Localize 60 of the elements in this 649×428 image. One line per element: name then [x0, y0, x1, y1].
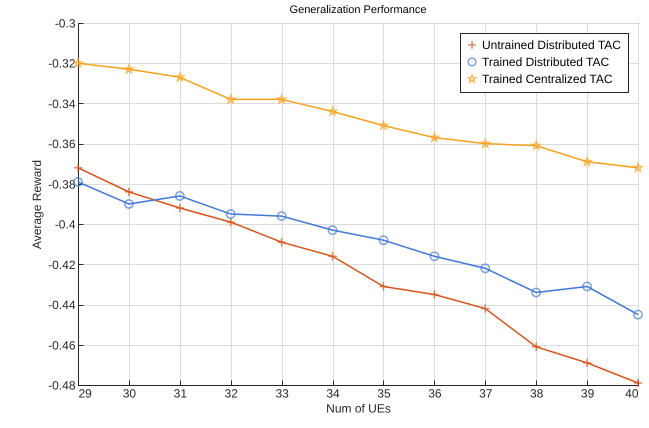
point	[582, 358, 592, 368]
point	[174, 203, 185, 213]
point	[429, 290, 440, 300]
point	[480, 263, 490, 274]
point	[124, 64, 134, 74]
y-tick-label: -0.34	[48, 96, 76, 111]
point	[633, 162, 643, 172]
point	[73, 162, 83, 173]
point	[328, 225, 338, 236]
point	[378, 235, 388, 246]
point	[582, 156, 592, 166]
point	[429, 251, 440, 262]
chart-title: Generalization Performance	[290, 4, 426, 16]
x-tick-label: 32	[224, 386, 238, 400]
point	[531, 342, 542, 352]
point	[378, 120, 388, 130]
y-tick-label: -0.46	[48, 338, 76, 352]
x-tick-label: 39	[580, 386, 595, 400]
y-tick-label: -0.42	[48, 258, 76, 272]
legend-label: Trained Centralized TAC	[482, 72, 613, 86]
point	[276, 211, 287, 221]
x-tick-label: 35	[377, 386, 391, 400]
x-tick-label: 33	[275, 386, 290, 400]
point	[124, 187, 134, 197]
y-axis-title: Average Reward	[30, 160, 44, 250]
point	[226, 217, 236, 228]
y-tick-label: -0.48	[48, 378, 76, 392]
point	[430, 132, 440, 142]
point	[582, 282, 592, 292]
point	[480, 304, 490, 314]
x-tick-label: 36	[428, 386, 442, 400]
y-tick-label: -0.32	[48, 56, 76, 71]
point	[531, 140, 541, 150]
x-tick-label: 31	[174, 386, 188, 400]
x-tick-label: 40	[625, 386, 639, 400]
y-tick-label: -0.4	[54, 218, 76, 232]
point	[531, 288, 542, 298]
y-tick-label: -0.44	[48, 298, 76, 312]
point	[226, 94, 236, 104]
x-tick-label: 38	[530, 386, 544, 400]
point	[378, 282, 388, 292]
point	[276, 237, 287, 248]
x-tick-label: 34	[326, 386, 340, 400]
x-tick-label: 37	[479, 386, 493, 400]
y-tick-label: -0.38	[48, 177, 76, 192]
point	[328, 106, 338, 116]
point	[124, 199, 134, 209]
point	[633, 310, 643, 320]
x-tick-label: 29	[78, 386, 92, 400]
x-tick-label: 30	[122, 386, 136, 400]
legend-label: Untrained Distributed TAC	[482, 38, 622, 52]
point	[276, 94, 286, 104]
y-tick-label: -0.3	[54, 16, 76, 30]
x-axis-title: Num of UEs	[326, 402, 391, 416]
point	[226, 209, 236, 219]
point	[328, 251, 338, 262]
legend-label: Trained Distributed TAC	[482, 55, 610, 69]
point	[175, 72, 185, 82]
point	[174, 191, 185, 201]
y-tick-label: -0.36	[48, 137, 76, 152]
